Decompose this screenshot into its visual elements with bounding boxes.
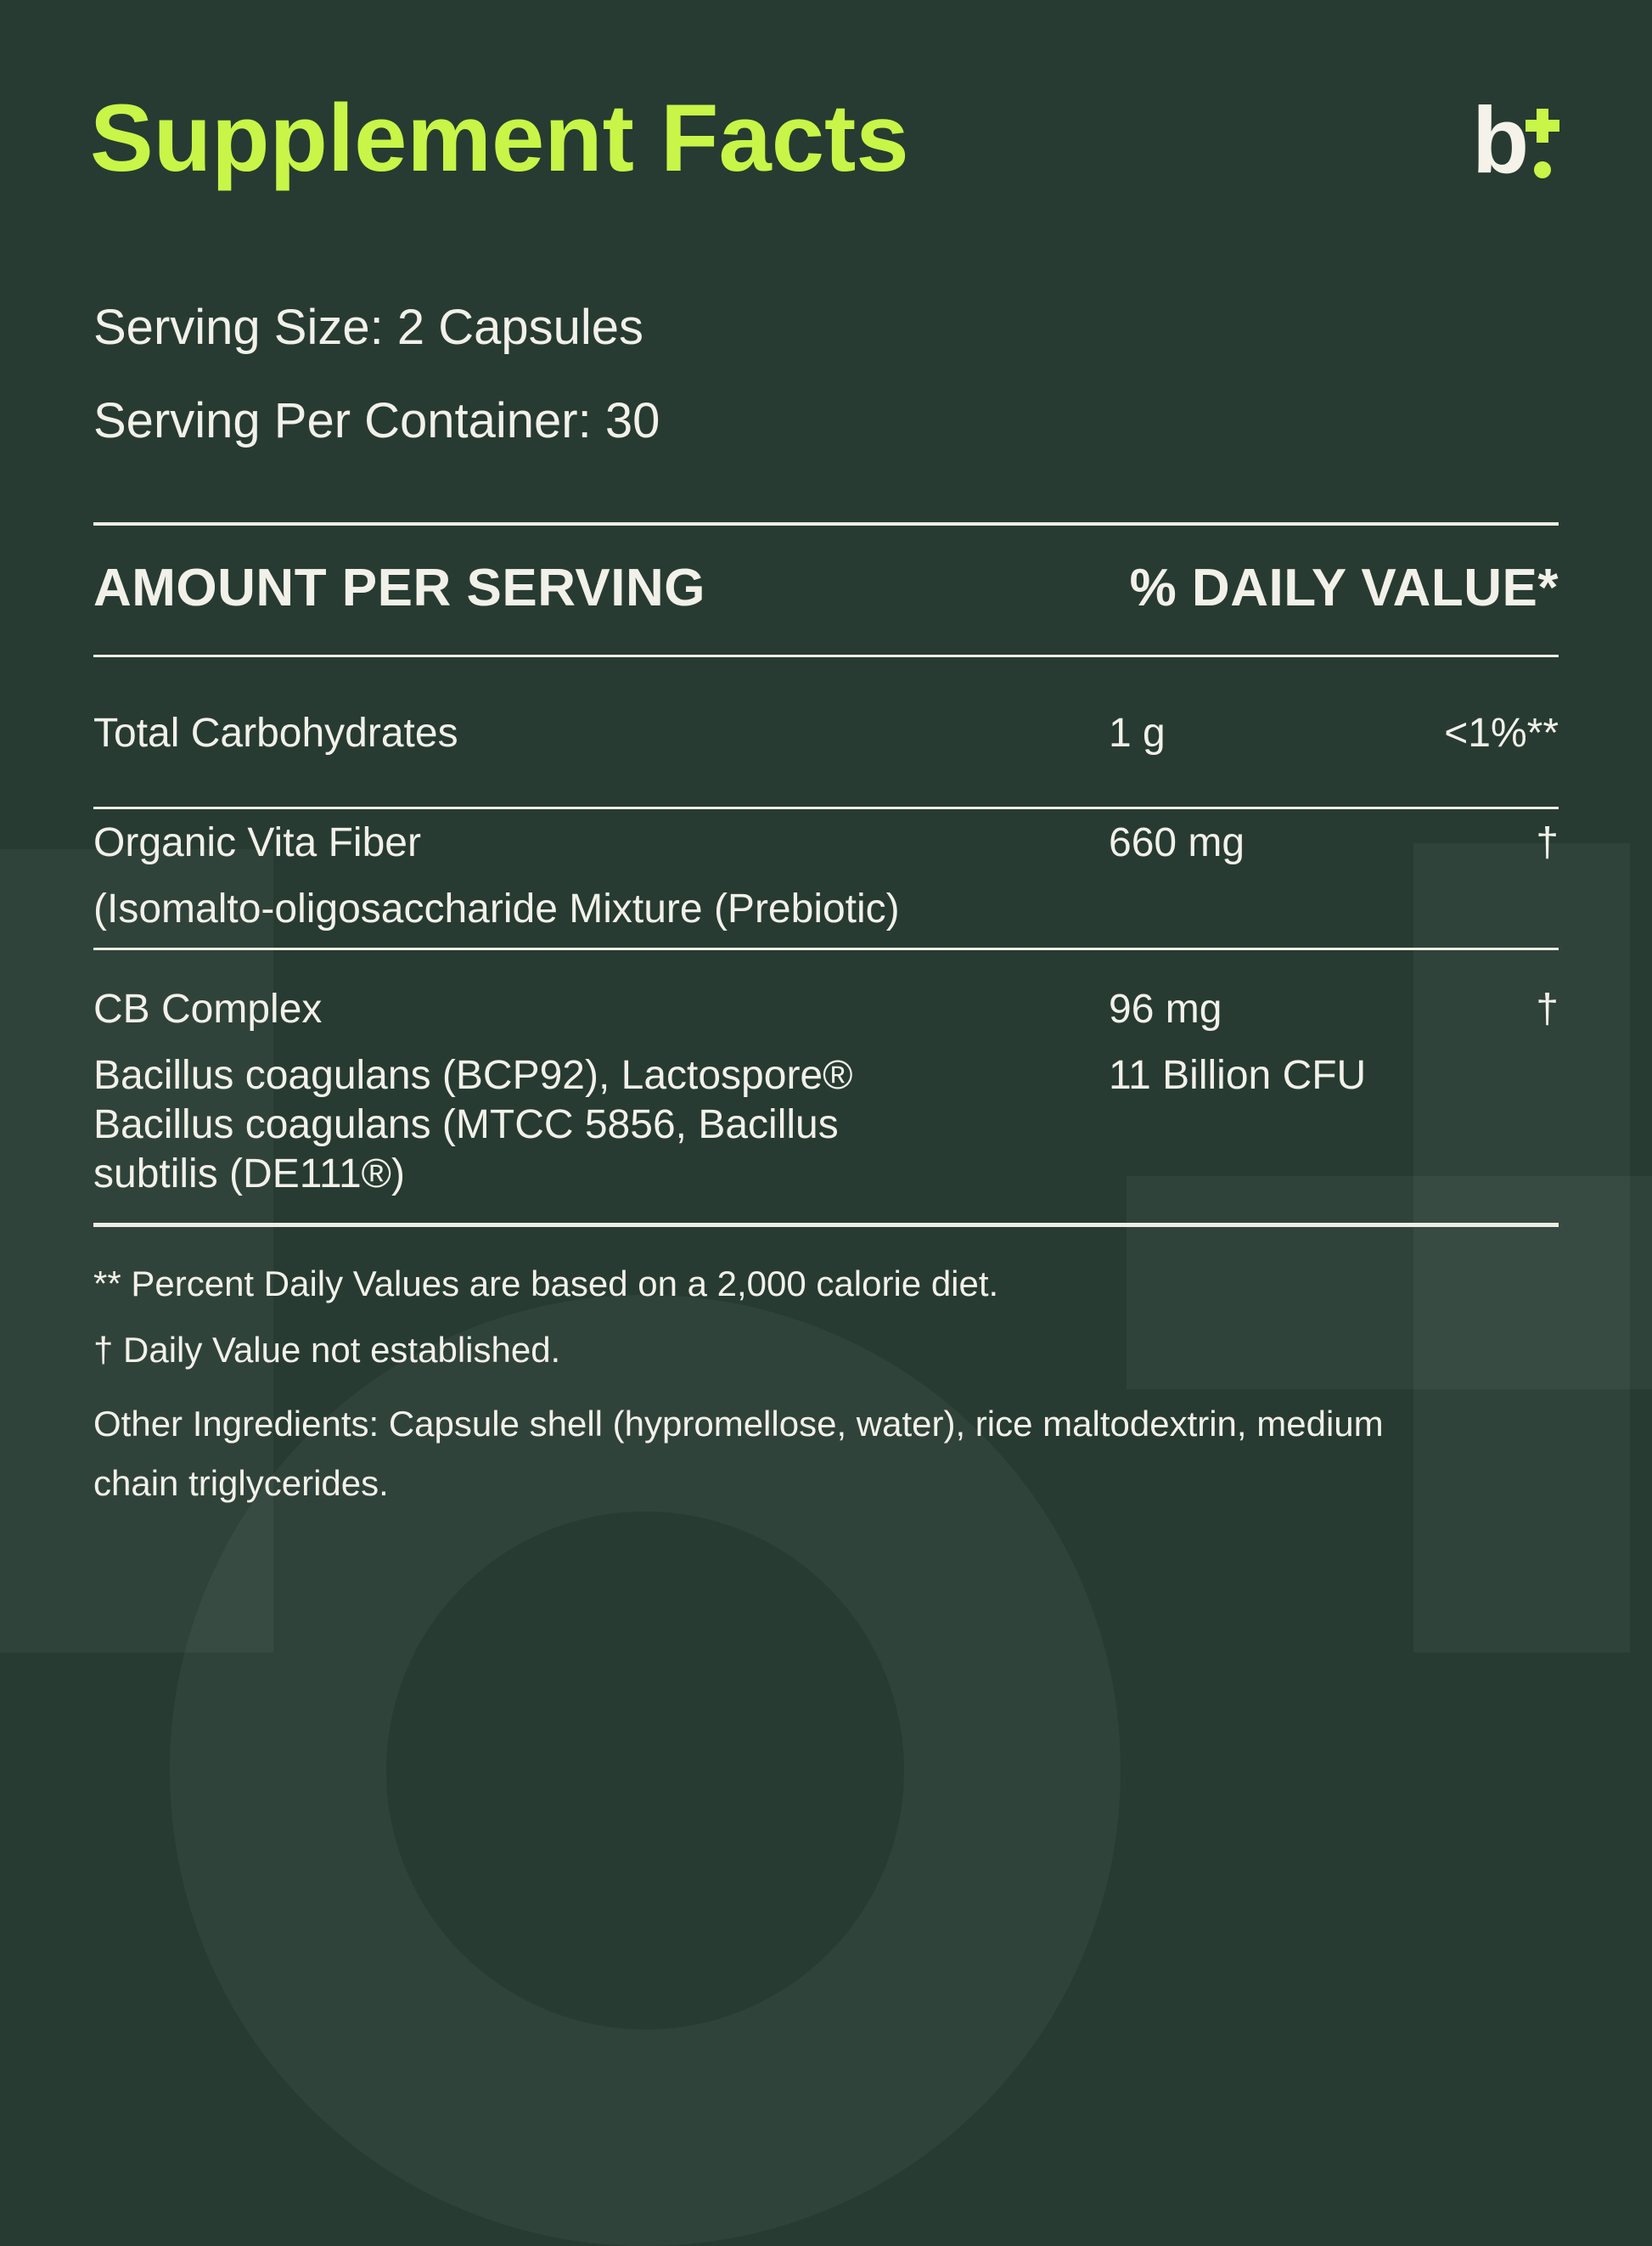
footnote-other-ingredients-line1: Other Ingredients: Capsule shell (hyprom… xyxy=(93,1404,1384,1444)
divider xyxy=(93,948,1559,950)
divider xyxy=(93,655,1559,657)
table-row: CB Complex Bacillus coagulans (BCP92), L… xyxy=(93,986,1559,1199)
table-row: Total Carbohydrates 1 g <1%** xyxy=(93,710,1559,757)
nutrient-amount-detail: 11 Billion CFU xyxy=(1109,1053,1367,1098)
nutrient-name: Organic Vita Fiber xyxy=(93,820,421,865)
nutrient-name-detail-line: Bacillus coagulans (MTCC 5856, Bacillus xyxy=(93,1102,839,1147)
page-title: Supplement Facts xyxy=(90,85,909,191)
supplement-facts-label: { "theme": { "background": "#273B32", "a… xyxy=(0,85,1630,2246)
nutrient-daily-value: † xyxy=(1536,987,1559,1032)
footnote-other-ingredients-line2: chain triglycerides. xyxy=(93,1463,389,1503)
plus-icon xyxy=(1526,109,1559,143)
nutrient-name-detail-line: Bacillus coagulans (BCP92), Lactospore® xyxy=(93,1053,853,1098)
nutrient-amount-cell: 1 g xyxy=(1109,710,1402,757)
nutrient-daily-value: <1%** xyxy=(1444,711,1559,756)
dot-icon xyxy=(1534,161,1551,178)
nutrient-amount-cell: 96 mg 11 Billion CFU xyxy=(1109,986,1402,1199)
table-row: Organic Vita Fiber (Isomalto-oligosaccha… xyxy=(93,819,1559,934)
nutrient-name-cell: Organic Vita Fiber (Isomalto-oligosaccha… xyxy=(93,819,1109,934)
brand-logo-letter: b xyxy=(1472,88,1530,193)
nutrient-name-cell: Total Carbohydrates xyxy=(93,710,1109,757)
brand-logo: b xyxy=(1465,85,1562,188)
nutrient-name: CB Complex xyxy=(93,987,323,1032)
nutrient-name-detail-line: subtilis (DE111®) xyxy=(93,1151,406,1196)
footnote-percent-daily-value: ** Percent Daily Values are based on a 2… xyxy=(93,1264,999,1303)
table-header-row: AMOUNT PER SERVING % DAILY VALUE* xyxy=(93,562,1559,615)
divider xyxy=(93,522,1559,526)
watermark-plus-vertical xyxy=(1413,843,1630,1652)
watermark-b-stem xyxy=(0,849,273,1652)
divider xyxy=(93,1223,1559,1227)
footnote-daily-value-not-established: † Daily Value not established. xyxy=(93,1330,561,1370)
column-header-amount: AMOUNT PER SERVING xyxy=(93,559,705,617)
nutrient-amount: 660 mg xyxy=(1109,820,1245,865)
nutrient-name-cell: CB Complex Bacillus coagulans (BCP92), L… xyxy=(93,986,1109,1199)
nutrient-amount-cell: 660 mg xyxy=(1109,819,1402,934)
nutrient-amount: 1 g xyxy=(1109,711,1166,756)
nutrient-name: Total Carbohydrates xyxy=(93,711,458,756)
column-header-daily-value: % DAILY VALUE* xyxy=(1129,559,1559,617)
footnote-other-ingredients: Other Ingredients: Capsule shell (hyprom… xyxy=(93,1394,1559,1513)
serving-size: Serving Size: 2 Capsules xyxy=(93,300,643,355)
nutrient-name-detail: (Isomalto-oligosaccharide Mixture (Prebi… xyxy=(93,887,900,932)
nutrient-daily-value: † xyxy=(1536,820,1559,865)
serving-per-container: Serving Per Container: 30 xyxy=(93,393,660,448)
nutrient-amount: 96 mg xyxy=(1109,987,1222,1032)
divider xyxy=(93,807,1559,809)
nutrient-name-detail: Bacillus coagulans (BCP92), Lactospore® … xyxy=(93,1051,1109,1199)
